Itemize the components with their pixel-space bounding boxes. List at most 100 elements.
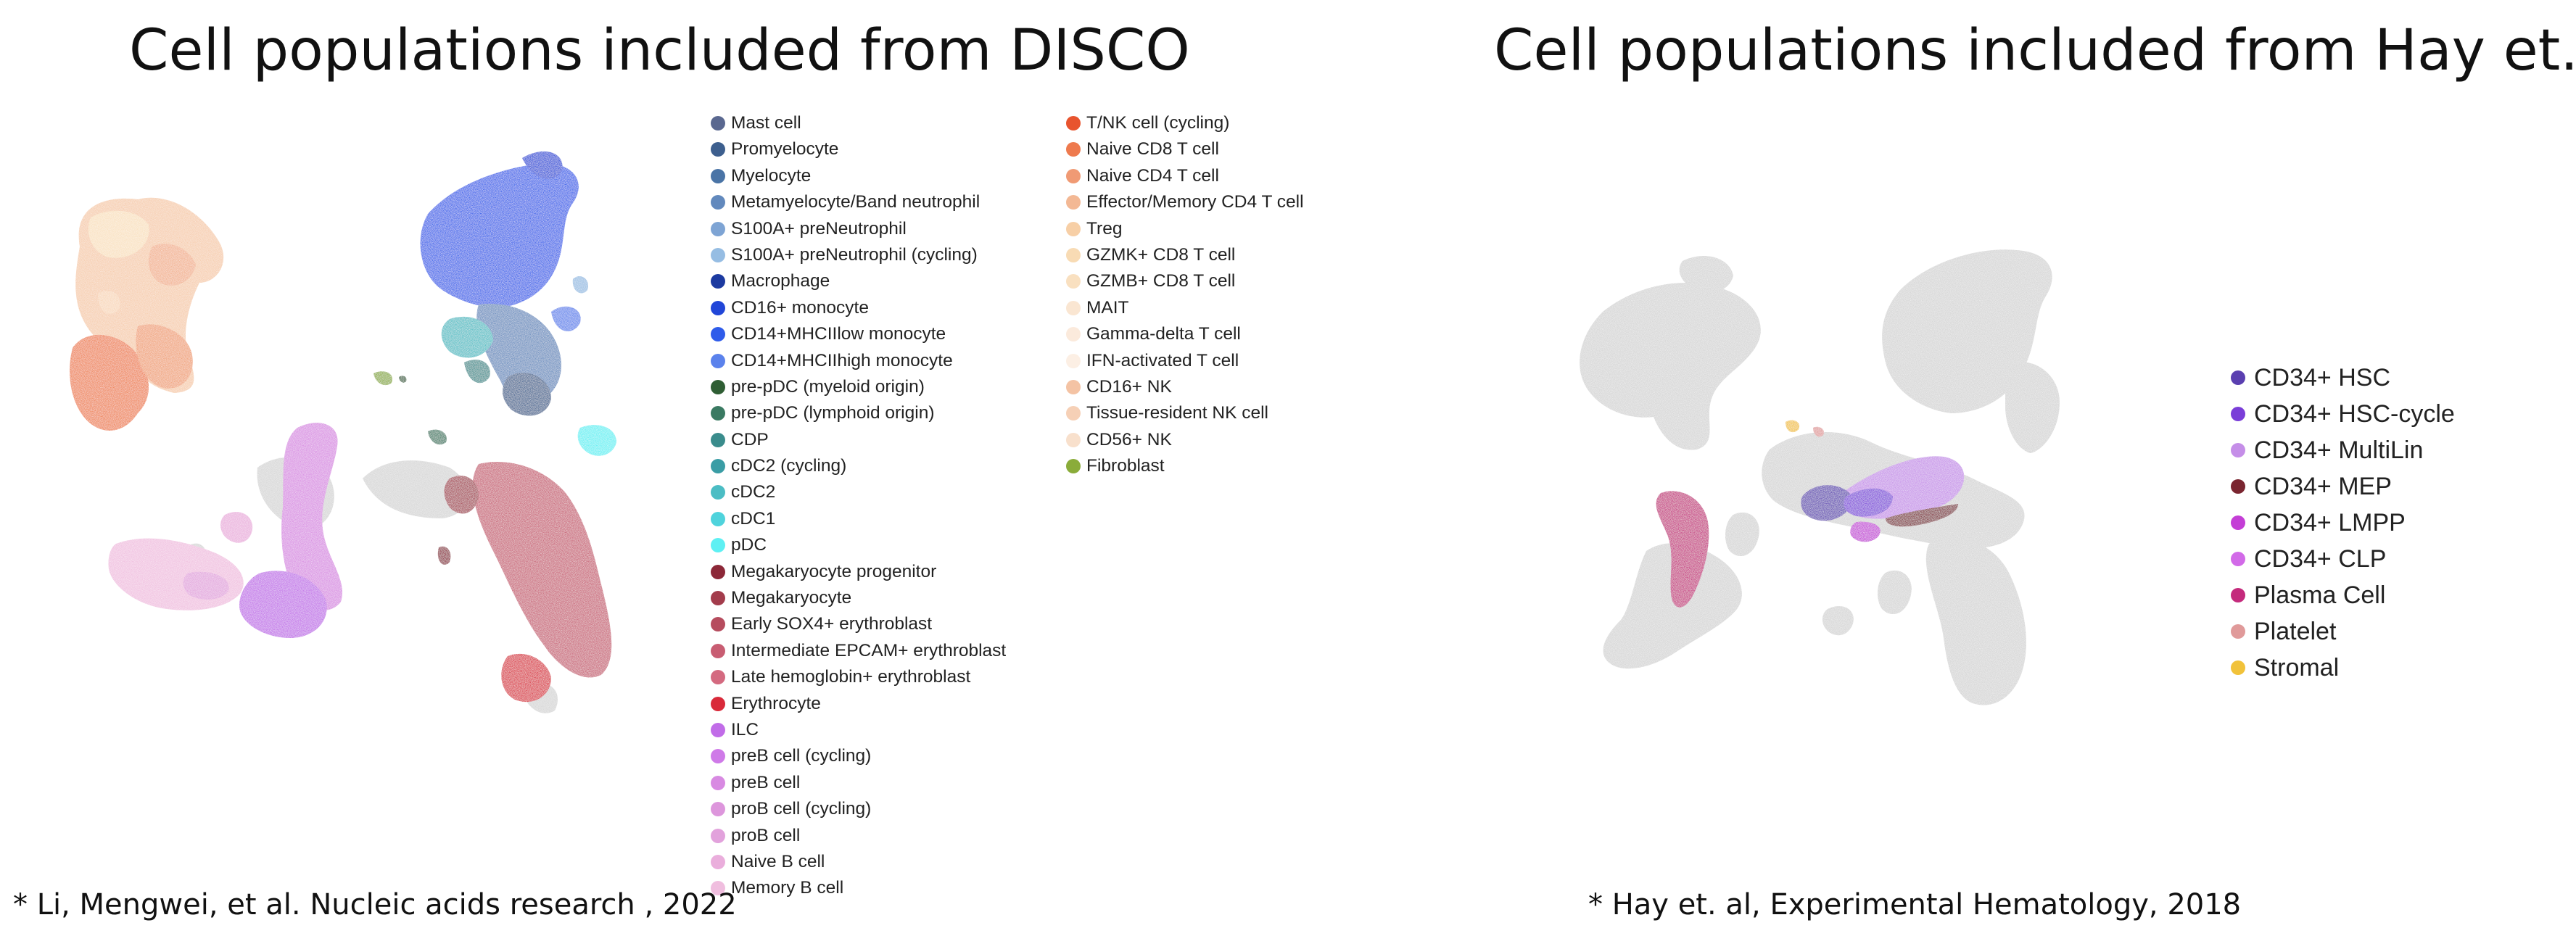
disco-umap-plot	[70, 151, 616, 713]
legend-dot	[2231, 443, 2245, 457]
legend-label: preB cell (cycling)	[731, 746, 872, 766]
legend-dot	[2231, 515, 2245, 530]
legend-item: Mast cell	[711, 110, 1006, 136]
legend-dot	[1066, 221, 1081, 236]
legend-item: ILC	[711, 717, 1006, 743]
legend-label: ILC	[731, 719, 759, 740]
legend-dot	[1066, 274, 1081, 289]
legend-label: CD16+ monocyte	[731, 297, 869, 318]
legend-label: cDC2 (cycling)	[731, 456, 847, 476]
legend-item: Intermediate EPCAM+ erythroblast	[711, 638, 1006, 664]
legend-item: Megakaryocyte progenitor	[711, 559, 1006, 585]
legend-label: CD34+ MultiLin	[2254, 436, 2424, 464]
legend-label: Erythrocyte	[731, 693, 821, 713]
legend-label: S100A+ preNeutrophil (cycling)	[731, 244, 978, 265]
legend-item: MAIT	[1066, 295, 1304, 321]
legend-dot	[1066, 459, 1081, 474]
legend-dot	[711, 195, 725, 210]
legend-dot	[2231, 660, 2245, 675]
legend-label: Gamma-delta T cell	[1086, 324, 1241, 344]
legend-dot	[1066, 379, 1081, 394]
legend-dot	[711, 854, 725, 869]
legend-label: S100A+ preNeutrophil	[731, 218, 907, 239]
legend-item: Plasma Cell	[2231, 577, 2455, 613]
legend-dot	[711, 722, 725, 737]
legend-label: pre-pDC (lymphoid origin)	[731, 403, 935, 423]
legend-dot	[711, 511, 725, 526]
legend-label: CD16+ NK	[1086, 376, 1172, 397]
legend-item: T/NK cell (cycling)	[1066, 110, 1304, 136]
hay-title: Cell populations included from Hay et. a…	[1494, 18, 2576, 83]
legend-label: pDC	[731, 535, 767, 555]
legend-item: CD34+ HSC-cycle	[2231, 396, 2455, 432]
legend-label: IFN-activated T cell	[1086, 350, 1239, 370]
tnk-cells	[70, 197, 224, 431]
legend-item: Gamma-delta T cell	[1066, 321, 1304, 347]
legend-item: Effector/Memory CD4 T cell	[1066, 189, 1304, 215]
legend-label: Macrophage	[731, 271, 830, 291]
legend-label: Stromal	[2254, 654, 2340, 682]
disco-legend-col-1: Mast cell Promyelocyte Myelocyte Metamye…	[711, 110, 1006, 902]
legend-item: CD34+ MultiLin	[2231, 432, 2455, 468]
legend-item: Early SOX4+ erythroblast	[711, 611, 1006, 637]
legend-label: CD14+MHCIIhigh monocyte	[731, 350, 953, 370]
legend-label: cDC2	[731, 482, 776, 502]
legend-item: Naive CD4 T cell	[1066, 163, 1304, 189]
legend-dot	[711, 564, 725, 579]
platelet-cells	[1813, 426, 1824, 437]
mep-cells	[1886, 504, 1958, 527]
legend-label: CD56+ NK	[1086, 429, 1172, 450]
legend-label: CD34+ MEP	[2254, 473, 2392, 500]
legend-item: GZMK+ CD8 T cell	[1066, 242, 1304, 268]
b-lineage-cells	[108, 423, 343, 638]
legend-item: GZMB+ CD8 T cell	[1066, 268, 1304, 294]
legend-item: Late hemoglobin+ erythroblast	[711, 664, 1006, 690]
legend-dot	[1066, 432, 1081, 447]
legend-item: pDC	[711, 532, 1006, 558]
legend-item: preB cell (cycling)	[711, 743, 1006, 769]
legend-dot	[711, 775, 725, 790]
legend-item: CD14+MHCIIlow monocyte	[711, 321, 1006, 347]
stromal-cells	[1786, 420, 1800, 433]
legend-item: cDC2 (cycling)	[711, 453, 1006, 479]
legend-label: Platelet	[2254, 618, 2337, 645]
legend-label: Megakaryocyte progenitor	[731, 561, 937, 581]
legend-item: CDP	[711, 427, 1006, 453]
legend-dot	[2231, 588, 2245, 602]
legend-item: Memory B cell	[711, 875, 1006, 901]
legend-dot	[711, 828, 725, 843]
legend-item: Naive B cell	[711, 849, 1006, 875]
legend-dot	[711, 247, 725, 262]
legend-dot	[711, 538, 725, 553]
legend-item: Platelet	[2231, 613, 2455, 650]
disco-citation: * Li, Mengwei, et al. Nucleic acids rese…	[13, 888, 737, 921]
legend-dot	[711, 327, 725, 342]
legend-dot	[711, 221, 725, 236]
legend-label: CDP	[731, 429, 769, 450]
legend-item: Tissue-resident NK cell	[1066, 400, 1304, 426]
legend-dot	[711, 617, 725, 632]
legend-label: Memory B cell	[731, 878, 844, 898]
legend-item: Megakaryocyte	[711, 585, 1006, 611]
legend-label: CD34+ LMPP	[2254, 509, 2406, 536]
legend-label: Myelocyte	[731, 165, 812, 186]
legend-label: proB cell	[731, 825, 801, 845]
erythroid-cells	[437, 461, 612, 703]
legend-dot	[711, 274, 725, 289]
legend-item: proB cell (cycling)	[711, 796, 1006, 822]
grey-cells	[1580, 249, 2060, 705]
legend-item: Stromal	[2231, 650, 2455, 686]
legend-dot	[1066, 406, 1081, 421]
legend-dot	[1066, 142, 1081, 157]
legend-label: CD14+MHCIIlow monocyte	[731, 324, 946, 344]
legend-dot	[2231, 479, 2245, 494]
legend-dot	[2231, 624, 2245, 639]
legend-label: Tissue-resident NK cell	[1086, 403, 1268, 423]
legend-item: CD34+ CLP	[2231, 541, 2455, 577]
legend-item: CD34+ HSC	[2231, 360, 2455, 396]
lmpp-cells	[1850, 521, 1881, 542]
small-clusters	[373, 371, 447, 445]
legend-item: IFN-activated T cell	[1066, 348, 1304, 374]
legend-dot	[1066, 327, 1081, 342]
legend-item: preB cell	[711, 770, 1006, 796]
